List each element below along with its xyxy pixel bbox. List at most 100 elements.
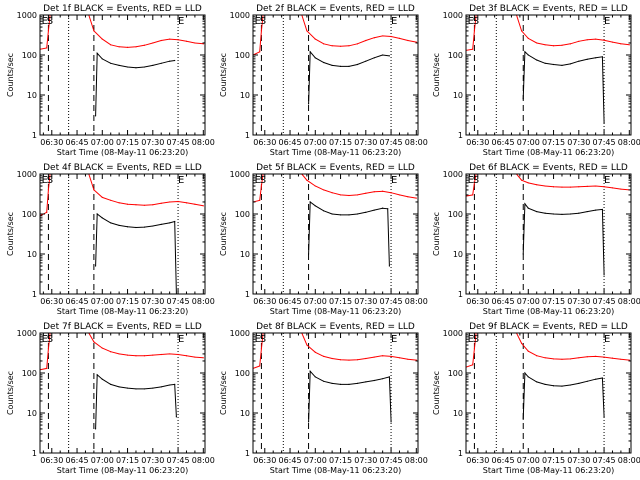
y-axis-label: Counts/sec [432, 371, 441, 415]
data-point-lld [603, 356, 605, 358]
panel-title: Det 4f BLACK = Events, RED = LLD [43, 163, 202, 173]
x-tick-label: 07:00 [91, 138, 114, 147]
x-tick-label: 06:45 [279, 138, 302, 147]
data-point-lld [390, 355, 392, 358]
data-point-events [388, 55, 390, 57]
x-tick-label: 08:00 [405, 138, 428, 147]
series-line-lld [466, 333, 630, 368]
y-tick-label: 1000 [17, 329, 37, 338]
data-point-lld [373, 191, 375, 193]
y-axis-label: Counts/sec [219, 371, 228, 415]
panel-frame [252, 173, 419, 295]
x-tick-label: 06:30 [40, 297, 63, 306]
y-tick-label: 1000 [230, 329, 250, 338]
data-point-lld [527, 182, 529, 184]
x-tick-label: 06:45 [279, 456, 302, 465]
event-marker-e: E [42, 334, 48, 345]
data-point-events [561, 385, 563, 387]
panel-title: Det 1f BLACK = Events, RED = LLD [43, 4, 202, 14]
data-point-events [373, 379, 375, 382]
data-point-lld [595, 355, 597, 358]
y-tick-label: 10 [240, 91, 250, 100]
series-line-events [95, 52, 175, 116]
plot-area [253, 174, 417, 294]
event-marker-e: E [391, 175, 397, 186]
x-tick-label: 06:30 [466, 297, 489, 306]
data-point-events [160, 62, 162, 64]
data-point-lld [110, 199, 112, 201]
panel-title: Det 5f BLACK = Events, RED = LLD [256, 163, 415, 173]
data-point-events [135, 226, 137, 229]
data-point-lld [46, 367, 48, 370]
data-point-events [169, 384, 171, 386]
data-point-events [94, 115, 97, 117]
data-point-lld [101, 347, 103, 349]
y-tick-label: 1000 [443, 11, 463, 20]
event-marker-e: E [468, 334, 474, 345]
panel-title: Det 9f BLACK = Events, RED = LLD [469, 322, 628, 332]
y-tick-label: 1 [32, 290, 37, 299]
data-point-lld [152, 204, 154, 206]
data-point-lld [390, 35, 392, 38]
data-point-lld [569, 186, 571, 188]
event-marker-e: E [178, 16, 184, 27]
x-tick-label: 07:30 [354, 297, 377, 306]
data-point-events [160, 223, 162, 225]
x-tick-label: 07:45 [593, 456, 616, 465]
data-point-events [309, 201, 311, 203]
detector-panel: Det 4f BLACK = Events, RED = LLD 1 10 100 10… [6, 163, 215, 316]
data-point-lld [202, 43, 204, 45]
data-point-lld [611, 41, 614, 43]
y-tick-label: 1 [245, 290, 250, 299]
data-point-lld [561, 186, 563, 188]
event-marker-s: S [473, 175, 479, 186]
x-tick-label: 07:30 [141, 456, 164, 465]
x-tick-label: 08:00 [405, 297, 428, 306]
event-marker-e: E [255, 175, 261, 186]
data-point-lld [578, 40, 580, 42]
detector-panel: Det 2f BLACK = Events, RED = LLD 1 10 100 10… [219, 4, 428, 157]
y-axis-label: Counts/sec [219, 53, 228, 97]
panel-title: Det 8f BLACK = Events, RED = LLD [256, 322, 415, 332]
data-point-lld [586, 185, 588, 187]
data-point-lld [373, 356, 375, 358]
data-point-lld [578, 357, 580, 359]
data-point-events [382, 378, 384, 380]
data-point-events [169, 60, 171, 62]
panel-title: Det 6f BLACK = Events, RED = LLD [469, 163, 628, 173]
x-tick-label: 07:00 [91, 297, 114, 306]
data-point-events [94, 265, 97, 267]
x-tick-label: 06:30 [253, 297, 276, 306]
data-point-events [373, 57, 375, 59]
data-point-events [160, 386, 162, 388]
data-point-events [152, 64, 154, 66]
data-point-lld [259, 199, 261, 201]
detector-panel: Det 9f BLACK = Events, RED = LLD 1 10 100 10… [432, 322, 640, 475]
data-point-lld [348, 194, 350, 197]
data-point-lld [527, 350, 529, 352]
series-line-lld [466, 15, 630, 51]
panel-title: Det 3f BLACK = Events, RED = LLD [469, 4, 628, 14]
data-point-lld [93, 189, 95, 191]
data-point-lld [118, 46, 120, 48]
data-point-events [339, 214, 342, 216]
y-tick-label: 10 [453, 250, 463, 259]
x-tick-label: 07:45 [167, 456, 190, 465]
panel-frame [252, 332, 419, 454]
data-point-events [331, 64, 333, 66]
data-point-lld [552, 45, 555, 47]
data-point-events [314, 57, 316, 59]
data-point-events [94, 428, 97, 430]
data-point-lld [260, 185, 263, 187]
y-tick-label: 1 [458, 449, 463, 458]
x-axis-label: Start Time (08-May-11 06:23:20) [483, 307, 614, 316]
y-tick-label: 100 [448, 51, 463, 60]
plot-area [466, 174, 630, 294]
x-tick-label: 07:00 [517, 138, 540, 147]
data-point-lld [628, 359, 630, 361]
data-point-lld [382, 355, 384, 357]
data-point-lld [93, 341, 95, 343]
data-point-events [365, 211, 367, 213]
event-marker-s: S [473, 334, 479, 345]
x-tick-label: 06:45 [66, 297, 89, 306]
